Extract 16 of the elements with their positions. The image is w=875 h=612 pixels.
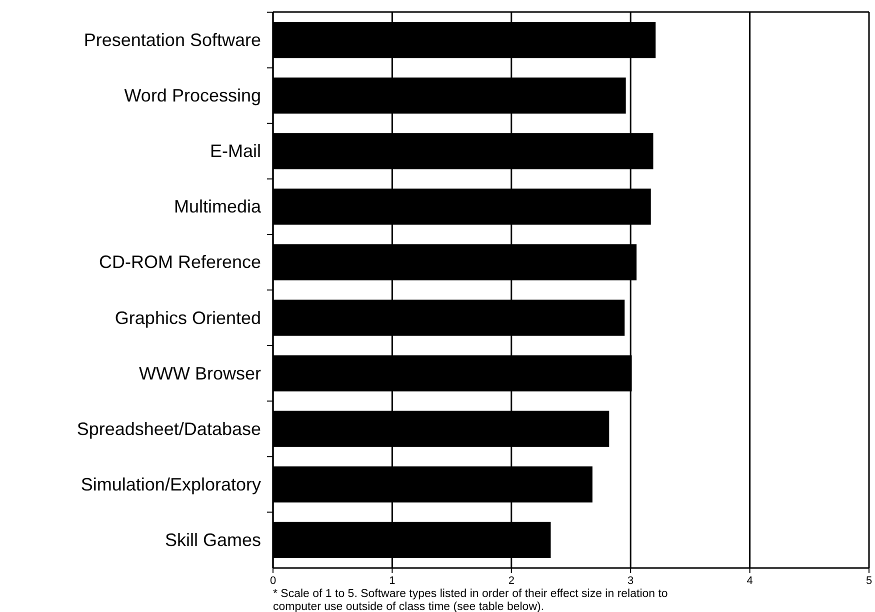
x-tick-label: 3 <box>628 575 634 587</box>
y-tick-label: Skill Games <box>164 530 261 550</box>
y-tick-label: Word Processing <box>124 86 261 106</box>
y-tick-label: E-Mail <box>210 141 261 162</box>
y-tick-label: Graphics Oriented <box>114 308 261 328</box>
y-tick-label: WWW Browser <box>139 363 262 384</box>
x-tick-label: 5 <box>866 575 872 587</box>
y-tick-label: Simulation/Exploratory <box>80 474 261 494</box>
y-tick-label: Presentation Software <box>84 30 261 50</box>
x-tick-label: 4 <box>746 575 753 587</box>
x-tick-label: 2 <box>508 575 514 587</box>
y-tick-label: Spreadsheet/Database <box>76 418 261 439</box>
y-tick-label: CD-ROM Reference <box>98 252 261 272</box>
x-tick-label: 1 <box>389 575 396 587</box>
y-tick-label: Multimedia <box>174 196 262 217</box>
x-tick-label: 0 <box>270 575 276 587</box>
